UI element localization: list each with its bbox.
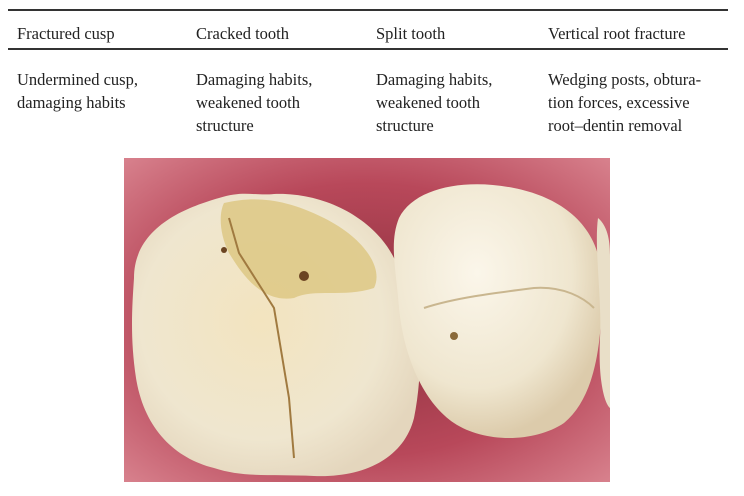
cavity-spot — [221, 247, 227, 253]
column-header-split-tooth: Split tooth — [376, 24, 446, 43]
cavity-spot — [299, 271, 309, 281]
tooth-photo — [124, 158, 610, 482]
premolar-groove — [423, 286, 595, 309]
table-header-rule — [8, 48, 728, 50]
premolar-tooth — [393, 184, 603, 438]
table-cell-cracked-tooth: Damaging habits, weakened tooth structur… — [196, 70, 313, 135]
table-cell-fractured-cusp: Undermined cusp, damaging habits — [17, 70, 138, 112]
crack-line — [228, 217, 295, 459]
adjacent-tooth-edge — [596, 218, 610, 408]
pit-spot — [450, 332, 458, 340]
column-header-cracked-tooth: Cracked tooth — [196, 24, 290, 43]
column-header-fractured-cusp: Fractured cusp — [17, 24, 115, 43]
column-header-vertical-root-fracture: Vertical root fracture — [548, 24, 686, 43]
table-top-rule — [8, 9, 728, 11]
table-cell-split-tooth: Damaging habits, weakened tooth structur… — [376, 70, 493, 135]
table-cell-vertical-root-fracture: Wedging posts, obtura- tion forces, exce… — [548, 70, 702, 135]
stained-fissure — [220, 199, 377, 299]
